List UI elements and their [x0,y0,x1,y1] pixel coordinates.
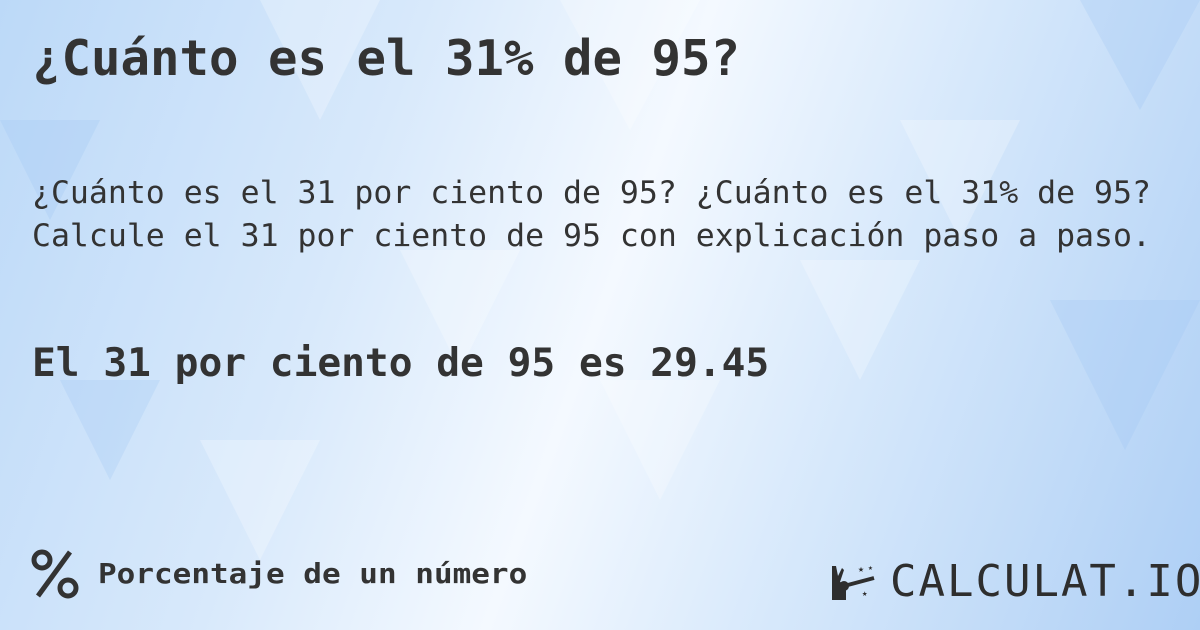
svg-text:★: ★ [862,589,868,599]
result-text: El 31 por ciento de 95 es 29.45 [32,340,770,386]
magic-hand-wand-icon: ★ ★ ★ [832,563,875,600]
percent-icon [31,549,79,599]
description: ¿Cuánto es el 31 por ciento de 95? ¿Cuán… [32,172,1151,258]
category-label: Porcentaje de un número [98,557,528,591]
description-line: Calcule el 31 por ciento de 95 con expli… [32,218,1151,254]
description-line: ¿Cuánto es el 31 por ciento de 95? ¿Cuán… [32,175,1151,211]
logo-text: CALCULAT.IO [890,556,1200,607]
logo: ★ ★ ★ CALCULAT.IO [828,556,1200,607]
svg-text:★: ★ [868,563,873,572]
page-title: ¿Cuánto es el 31% de 95? [32,30,741,87]
category: Porcentaje de un número [30,548,527,600]
svg-text:★: ★ [858,564,864,575]
